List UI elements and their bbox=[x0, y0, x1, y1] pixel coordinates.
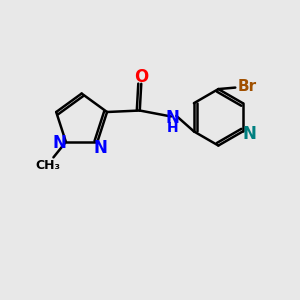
Text: N: N bbox=[242, 125, 256, 143]
Text: CH₃: CH₃ bbox=[36, 159, 61, 172]
Text: N: N bbox=[52, 134, 66, 152]
Text: Br: Br bbox=[238, 79, 257, 94]
Text: O: O bbox=[134, 68, 148, 86]
Text: N: N bbox=[93, 140, 107, 158]
Text: N: N bbox=[166, 109, 179, 127]
Text: H: H bbox=[167, 121, 178, 135]
